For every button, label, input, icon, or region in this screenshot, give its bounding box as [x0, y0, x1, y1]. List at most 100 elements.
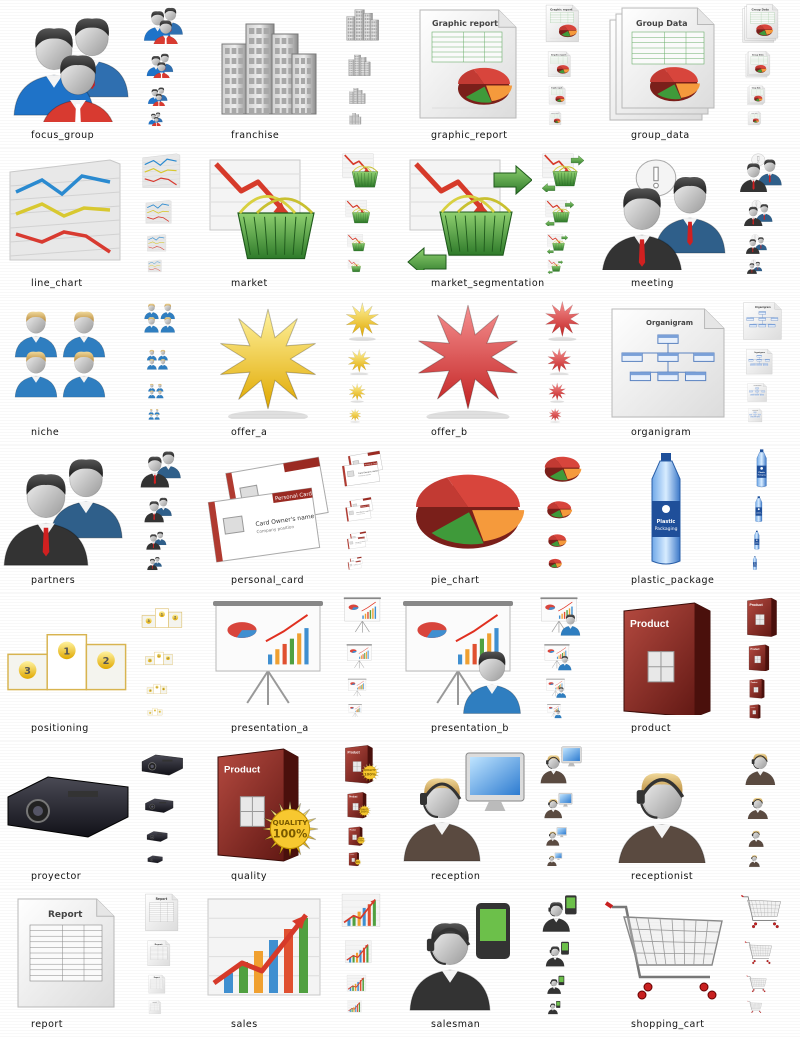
icon-cell-proyector[interactable]: proyector: [0, 741, 200, 889]
icon-label: presentation_b: [431, 723, 509, 734]
icon-cell-positioning[interactable]: 3 1 2 3 1 2 3 1 2 3 1 2: [0, 593, 200, 741]
icon-label: franchise: [231, 130, 280, 141]
plastic-package-small-icon: Plastic Packaging: [747, 555, 763, 571]
svg-text:Packaging: Packaging: [655, 526, 678, 532]
icon-cell-graphic-report[interactable]: Graphic report Graphic report Graphic re…: [400, 0, 600, 148]
icon-cell-partners[interactable]: partners: [0, 445, 200, 593]
proyector-small-icon: [144, 791, 174, 819]
icon-label: line_chart: [31, 278, 83, 289]
reception-icon: [402, 745, 532, 863]
icon-label: product: [631, 723, 672, 734]
group-data-small-icon: Group Data: [747, 110, 763, 126]
svg-text:Product: Product: [749, 603, 763, 607]
svg-text:Packaging: Packaging: [758, 474, 766, 476]
size-variants: [536, 891, 596, 1017]
report-small-icon: Report: [147, 999, 163, 1015]
graphic-report-small-icon: Graphic report: [546, 84, 568, 106]
market-small-icon: [346, 232, 368, 254]
icon-cell-quality[interactable]: Product QUALITY 100% Product QUALITY 100…: [200, 741, 400, 889]
icon-cell-report[interactable]: Report Report Report Report Report report: [0, 889, 200, 1037]
report-small-icon: Report: [146, 973, 168, 995]
quality-small-icon: Product QUALITY 100%: [347, 851, 363, 867]
graphic-report-small-icon: Graphic report: [547, 110, 563, 126]
size-variants: [136, 2, 196, 128]
pie-chart-icon: [402, 449, 532, 567]
size-variants: [536, 447, 596, 573]
salesman-icon: [402, 893, 532, 1011]
icon-cell-presentation-b[interactable]: presentation_b: [400, 593, 600, 741]
icon-cell-focus-group[interactable]: focus_group: [0, 0, 200, 148]
franchise-icon: [202, 4, 332, 122]
size-variants: [736, 891, 796, 1017]
icon-row: 3 1 2 3 1 2 3 1 2 3 1 2: [0, 593, 800, 741]
icon-cell-product[interactable]: Product Product Product Product: [600, 593, 800, 741]
icon-label: niche: [31, 427, 60, 438]
icon-label: offer_b: [431, 427, 468, 438]
icon-label: organigram: [631, 427, 692, 438]
icon-row: Report Report Report Report Report report…: [0, 889, 800, 1037]
icon-cell-group-data[interactable]: Group Data Group Data Group Data: [600, 0, 800, 148]
organigram-small-icon: Organigram: [747, 407, 763, 423]
quality-small-icon: Product QUALITY 100%: [344, 791, 374, 819]
svg-text:3: 3: [150, 712, 151, 714]
positioning-small-icon: 3 1 2: [147, 703, 163, 719]
icon-cell-franchise[interactable]: franchise: [200, 0, 400, 148]
franchise-small-icon: [344, 50, 374, 78]
salesman-small-icon: [544, 939, 574, 967]
line-chart-small-icon: [140, 150, 184, 192]
svg-text:Packaging: Packaging: [755, 543, 759, 545]
report-small-icon: Report: [140, 891, 184, 933]
franchise-small-icon: [340, 2, 384, 44]
svg-text:Plastic: Plastic: [758, 471, 764, 474]
icon-cell-line-chart[interactable]: line_chart: [0, 148, 200, 296]
icon-row: line_chart: [0, 148, 800, 296]
icon-cell-shopping-cart[interactable]: shopping_cart: [600, 889, 800, 1037]
proyector-icon: [2, 745, 132, 863]
size-variants: [336, 150, 396, 276]
sales-icon: [202, 893, 332, 1011]
offer-b-small-icon: [547, 407, 563, 423]
icon-cell-salesman[interactable]: salesman: [400, 889, 600, 1037]
svg-text:3: 3: [148, 619, 151, 623]
icon-cell-sales[interactable]: sales: [200, 889, 400, 1037]
svg-text:Product: Product: [349, 796, 358, 799]
svg-text:Organigram: Organigram: [646, 319, 693, 327]
personal-card-small-icon: Personal Card Card Owner's name Company …: [346, 529, 368, 551]
icon-cell-market-segmentation[interactable]: market_segmentation: [400, 148, 600, 296]
plastic-package-small-icon: Plastic Packaging: [746, 529, 768, 551]
svg-text:Packaging: Packaging: [756, 513, 762, 515]
report-small-icon: Report: [144, 939, 174, 967]
meeting-small-icon: [740, 150, 784, 192]
icon-cell-niche[interactable]: niche: [0, 297, 200, 445]
icon-cell-pie-chart[interactable]: pie_chart: [400, 445, 600, 593]
offer-a-icon: [202, 301, 332, 419]
svg-text:QUALITY: QUALITY: [360, 809, 369, 811]
icon-cell-offer-b[interactable]: offer_b: [400, 297, 600, 445]
group-data-icon: Group Data: [602, 4, 732, 122]
market-small-icon: [347, 258, 363, 274]
line-chart-small-icon: [147, 258, 163, 274]
graphic-report-icon: Graphic report: [402, 4, 532, 122]
focus-group-small-icon: [146, 84, 168, 106]
svg-text:Product: Product: [750, 648, 759, 651]
icon-cell-offer-a[interactable]: offer_a: [200, 297, 400, 445]
svg-text:Plastic: Plastic: [657, 519, 676, 525]
salesman-small-icon: [540, 891, 584, 933]
shopping-cart-small-icon: [746, 973, 768, 995]
organigram-small-icon: Organigram: [744, 347, 774, 375]
icon-cell-meeting[interactable]: meeting: [600, 148, 800, 296]
icon-cell-reception[interactable]: reception: [400, 741, 600, 889]
presentation-b-icon: [402, 597, 532, 715]
icon-cell-personal-card[interactable]: Personal Card Card Owner's name Company …: [200, 445, 400, 593]
icon-cell-plastic-package[interactable]: Plastic Packaging Plastic Packaging Plas…: [600, 445, 800, 593]
icon-cell-organigram[interactable]: Organigram Organigram Organigram Organig…: [600, 297, 800, 445]
shopping-cart-small-icon: [747, 999, 763, 1015]
meeting-small-icon: [746, 232, 768, 254]
svg-text:Personal Card: Personal Card: [365, 462, 378, 467]
icon-cell-receptionist[interactable]: receptionist: [600, 741, 800, 889]
icon-cell-presentation-a[interactable]: presentation_a: [200, 593, 400, 741]
icon-cell-market[interactable]: market: [200, 148, 400, 296]
svg-text:2: 2: [174, 616, 176, 620]
group-data-small-icon: Group Data: [746, 84, 768, 106]
svg-text:1: 1: [155, 710, 156, 712]
